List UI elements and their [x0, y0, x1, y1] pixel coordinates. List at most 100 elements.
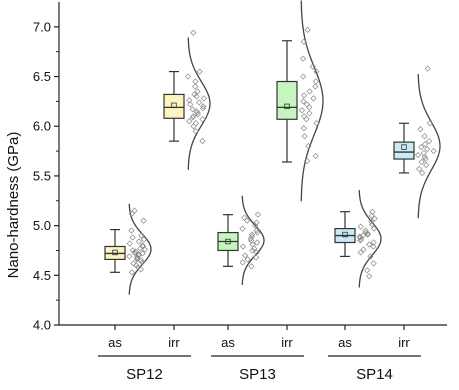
y-axis-label: Nano-hardness (GPa)	[5, 132, 22, 279]
data-point	[424, 65, 431, 72]
data-point	[366, 273, 373, 280]
data-point	[126, 253, 133, 260]
data-point	[131, 249, 138, 256]
data-point	[253, 227, 260, 234]
data-point	[139, 250, 146, 257]
data-point	[254, 229, 261, 236]
data-point	[192, 128, 199, 135]
data-point	[357, 223, 364, 230]
data-point	[298, 107, 306, 114]
data-point	[248, 231, 256, 238]
group-label: SP12	[126, 366, 163, 383]
y-tick-label: 7.0	[33, 19, 51, 34]
data-point	[306, 104, 313, 111]
data-point	[356, 233, 363, 240]
y-tick-label: 6.5	[33, 69, 51, 84]
data-point	[362, 227, 369, 234]
data-point	[370, 243, 377, 250]
data-point	[426, 120, 433, 127]
data-point	[196, 68, 203, 75]
distribution-curve	[241, 195, 265, 286]
data-point	[360, 246, 367, 253]
data-point	[192, 120, 199, 127]
series-sp12-irr	[163, 29, 211, 170]
data-point	[370, 225, 378, 232]
data-point	[368, 212, 375, 219]
x-tick-label: irr	[398, 335, 410, 350]
data-point	[254, 211, 262, 218]
mean-marker	[401, 144, 407, 150]
data-point	[430, 147, 437, 155]
data-point	[421, 133, 428, 140]
data-point	[418, 158, 425, 166]
data-point	[196, 99, 203, 106]
data-point	[128, 269, 136, 276]
data-point	[366, 241, 373, 248]
data-point	[300, 113, 308, 120]
data-point	[247, 235, 254, 242]
box	[163, 93, 185, 119]
data-point	[310, 95, 317, 102]
data-point	[130, 260, 137, 267]
mean-marker	[342, 231, 348, 238]
data-point	[312, 83, 319, 90]
data-point	[132, 248, 139, 255]
distribution-curve	[417, 73, 441, 219]
data-point	[139, 259, 146, 266]
data-point	[417, 126, 424, 133]
data-point	[140, 217, 147, 224]
distribution-curve	[128, 203, 152, 295]
data-point	[309, 63, 316, 70]
data-point	[418, 144, 425, 151]
series-sp13-as	[217, 195, 265, 286]
mean-marker	[171, 102, 177, 109]
data-point	[184, 73, 192, 80]
data-point	[423, 161, 430, 169]
data-point	[244, 256, 251, 263]
data-point	[313, 68, 320, 75]
data-point	[425, 138, 433, 145]
x-tick-label: irr	[168, 335, 180, 350]
data-point	[414, 151, 422, 159]
data-point	[300, 98, 307, 105]
distribution-curve	[300, 0, 324, 202]
data-point	[306, 110, 313, 117]
data-point	[312, 78, 319, 85]
data-point	[241, 214, 248, 221]
data-point	[371, 215, 378, 222]
distribution-curve	[358, 190, 382, 288]
series-sp12-as	[104, 203, 152, 295]
series-sp13-irr	[276, 0, 324, 202]
data-point	[253, 254, 260, 261]
data-point	[370, 260, 377, 267]
data-point	[199, 138, 206, 145]
data-point	[253, 219, 260, 226]
data-point	[312, 152, 319, 160]
data-point	[239, 225, 246, 232]
x-tick-label: as	[108, 335, 122, 350]
group-label: SP14	[356, 366, 393, 383]
data-point	[422, 155, 429, 163]
data-point	[187, 101, 194, 108]
distribution-curve	[187, 37, 211, 170]
data-point	[304, 26, 311, 33]
data-point	[419, 169, 426, 177]
data-point	[129, 247, 136, 254]
data-point	[300, 38, 307, 45]
data-point	[305, 143, 312, 150]
data-point	[299, 55, 307, 62]
axes: 4.0 4.5 5.0 5.5 6.0 6.5 7.0 as irr SP12 as irr SP13 a…	[33, 2, 447, 383]
data-point	[239, 259, 246, 266]
data-point	[303, 101, 311, 108]
data-point	[131, 207, 138, 214]
data-point	[300, 125, 307, 132]
data-point	[199, 116, 206, 123]
data-point	[200, 103, 207, 110]
data-point	[313, 120, 320, 127]
data-point	[251, 245, 258, 252]
data-point	[139, 243, 146, 250]
data-point	[304, 157, 311, 165]
data-point	[300, 92, 308, 99]
x-tick-label: irr	[281, 335, 293, 350]
y-tick-label: 6.0	[33, 119, 51, 134]
